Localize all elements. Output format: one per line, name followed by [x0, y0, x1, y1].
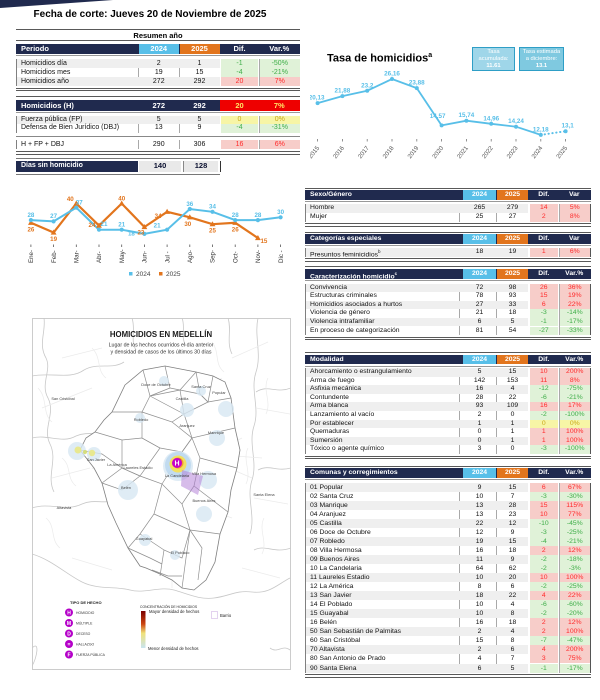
svg-text:15: 15 [260, 238, 267, 245]
svg-text:San Cristóbal: San Cristóbal [51, 396, 74, 401]
svg-text:El Poblado: El Poblado [171, 550, 190, 555]
svg-text:Popular: Popular [212, 390, 226, 395]
svg-text:12,18: 12,18 [533, 126, 549, 133]
svg-text:2020: 2020 [431, 144, 445, 160]
svg-text:18: 18 [128, 230, 135, 237]
svg-text:26,16: 26,16 [384, 71, 400, 78]
svg-text:Santa Elena: Santa Elena [253, 492, 275, 497]
svg-text:FUERZA PÚBLICA: FUERZA PÚBLICA [76, 652, 106, 657]
svg-text:San Javier: San Javier [87, 457, 106, 462]
svg-text:14,24: 14,24 [508, 118, 524, 125]
svg-text:F: F [67, 652, 70, 658]
svg-text:28: 28 [232, 212, 239, 219]
svg-text:21: 21 [154, 223, 161, 230]
svg-text:Dic -: Dic - [278, 250, 285, 263]
svg-text:28: 28 [254, 212, 261, 219]
svg-text:40: 40 [118, 196, 125, 202]
svg-text:May-: May- [119, 249, 126, 263]
svg-text:Aranjuez: Aranjuez [179, 423, 194, 428]
svg-text:y densidad de casos de los últ: y densidad de casos de los últimos 30 dí… [111, 350, 212, 356]
svg-text:2018: 2018 [382, 144, 396, 160]
svg-text:Abr-: Abr- [96, 251, 103, 263]
svg-text:25: 25 [209, 228, 216, 235]
svg-text:2024: 2024 [136, 271, 151, 278]
svg-text:Nov-: Nov- [255, 250, 262, 263]
svg-text:Laureles Estadio: Laureles Estadio [124, 465, 153, 470]
svg-text:26: 26 [27, 226, 34, 233]
svg-text:36: 36 [186, 201, 193, 208]
svg-text:23,2: 23,2 [361, 82, 374, 89]
svg-text:Castilla: Castilla [176, 396, 190, 401]
svg-text:34: 34 [155, 213, 162, 220]
svg-text:30: 30 [277, 209, 284, 216]
svg-text:TIPO DE HECHO: TIPO DE HECHO [70, 600, 102, 605]
svg-text:Ago-: Ago- [187, 250, 194, 263]
svg-text:Villa Hermosa: Villa Hermosa [192, 471, 217, 476]
svg-text:14,57: 14,57 [430, 113, 446, 120]
svg-text:Belén: Belén [121, 485, 131, 490]
svg-text:Jul -: Jul - [164, 251, 171, 263]
svg-text:2025: 2025 [555, 144, 569, 160]
svg-text:H: H [174, 461, 179, 468]
svg-text:Santa Cruz: Santa Cruz [191, 384, 211, 389]
svg-text:Feb-: Feb- [51, 250, 58, 263]
svg-text:20,13: 20,13 [310, 95, 325, 102]
svg-text:DECESO: DECESO [76, 632, 91, 636]
svg-text:CONCENTRACIÓN DE HOMICIDIOS: CONCENTRACIÓN DE HOMICIDIOS [140, 604, 198, 609]
svg-text:D: D [67, 631, 71, 637]
svg-text:Robledo: Robledo [134, 417, 149, 422]
svg-text:La Candelaria: La Candelaria [165, 473, 190, 478]
svg-text:Oct-: Oct- [232, 251, 239, 263]
svg-text:2016: 2016 [332, 144, 346, 160]
svg-text:Jun-: Jun- [142, 251, 149, 263]
svg-text:27: 27 [50, 213, 57, 220]
svg-text:H: H [67, 610, 71, 616]
svg-text:23,88: 23,88 [409, 80, 425, 87]
svg-text:14,96: 14,96 [483, 115, 499, 122]
svg-text:2015: 2015 [310, 144, 322, 160]
svg-text:2021: 2021 [456, 144, 470, 160]
svg-text:Lugar de los hechos ocurridos: Lugar de los hechos ocurridos el día ant… [109, 343, 214, 349]
svg-text:19: 19 [50, 236, 57, 243]
svg-text:30: 30 [184, 221, 191, 228]
svg-text:28: 28 [27, 212, 34, 219]
svg-text:Menor densidad de hechos: Menor densidad de hechos [148, 646, 199, 651]
svg-text:2022: 2022 [481, 144, 495, 160]
svg-text:34: 34 [209, 204, 216, 211]
svg-text:Doce de Octubre: Doce de Octubre [141, 382, 170, 387]
svg-text:=: = [68, 642, 71, 648]
svg-text:13,1: 13,1 [561, 123, 574, 130]
svg-text:MÚLTIPLE: MÚLTIPLE [76, 621, 93, 626]
svg-text:Barrio: Barrio [220, 613, 232, 618]
svg-text:HOMICIDIO: HOMICIDIO [76, 611, 95, 615]
svg-text:Ene-: Ene- [28, 250, 35, 263]
svg-text:40: 40 [67, 196, 74, 203]
svg-text:2017: 2017 [357, 144, 371, 160]
svg-text:Guayabal: Guayabal [136, 536, 153, 541]
svg-text:HALLAZGO: HALLAZGO [76, 643, 94, 647]
svg-text:M: M [67, 621, 71, 627]
svg-text:Sep-: Sep- [210, 250, 217, 263]
svg-text:24: 24 [89, 222, 96, 229]
svg-text:21: 21 [101, 221, 108, 228]
svg-text:2025: 2025 [166, 271, 181, 278]
svg-text:23: 23 [137, 230, 144, 237]
svg-text:21: 21 [118, 222, 125, 229]
svg-text:Altavista: Altavista [57, 505, 73, 510]
svg-text:15,74: 15,74 [459, 112, 475, 119]
svg-text:2023: 2023 [506, 144, 520, 160]
svg-text:Manrique: Manrique [208, 430, 224, 435]
svg-text:2024: 2024 [530, 144, 544, 160]
svg-text:2019: 2019 [406, 144, 420, 160]
svg-text:21,88: 21,88 [335, 88, 351, 95]
svg-text:26: 26 [232, 226, 239, 233]
svg-text:La América: La América [107, 462, 127, 467]
svg-text:HOMICIDIOS EN MEDELLÍN: HOMICIDIOS EN MEDELLÍN [110, 330, 213, 339]
svg-text:Buenos Aires: Buenos Aires [193, 498, 216, 503]
svg-text:Mayor densidad de hechos: Mayor densidad de hechos [149, 609, 199, 614]
svg-text:Mar-: Mar- [74, 250, 81, 263]
svg-text:37: 37 [76, 199, 83, 206]
